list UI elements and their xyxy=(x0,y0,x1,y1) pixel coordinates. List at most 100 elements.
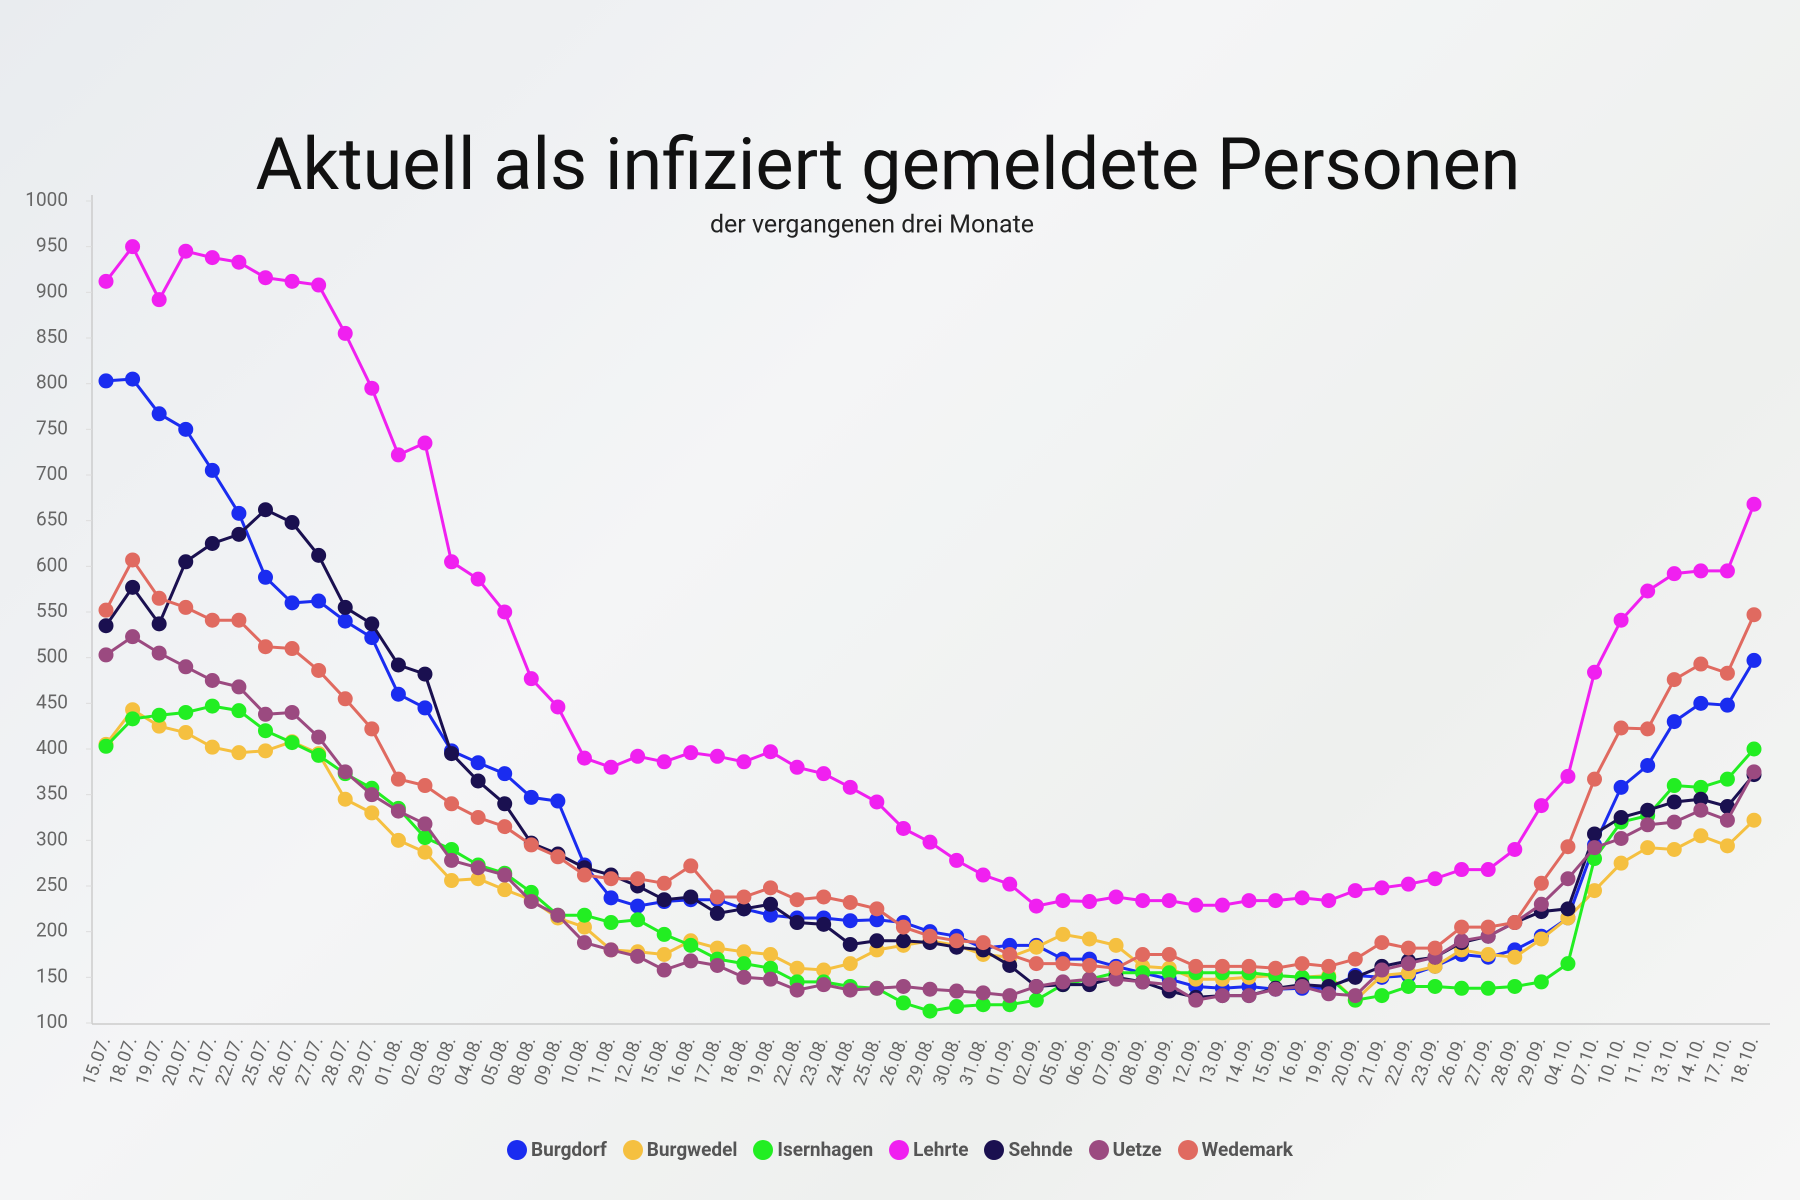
data-point xyxy=(709,905,725,921)
legend-swatch xyxy=(984,1139,1005,1160)
data-point xyxy=(922,981,938,997)
data-point xyxy=(842,894,858,910)
y-tick-label: 450 xyxy=(36,690,68,713)
data-point xyxy=(1533,798,1549,814)
data-point xyxy=(1533,896,1549,912)
data-point xyxy=(1480,947,1496,962)
data-point xyxy=(1135,974,1151,990)
data-point xyxy=(257,743,273,759)
data-point xyxy=(417,435,433,451)
data-point xyxy=(1640,840,1656,856)
data-point xyxy=(1666,672,1682,688)
data-point xyxy=(975,985,991,1001)
data-point xyxy=(1161,965,1177,981)
data-point xyxy=(284,273,300,289)
data-point xyxy=(922,1003,938,1019)
data-point xyxy=(736,956,752,972)
data-point xyxy=(1028,939,1044,955)
data-point xyxy=(1081,931,1097,947)
y-tick-label: 1000 xyxy=(25,188,68,211)
data-point xyxy=(98,738,114,754)
data-point xyxy=(1427,978,1443,994)
data-point xyxy=(151,616,167,632)
data-point xyxy=(1321,893,1337,909)
series-line xyxy=(104,704,1756,1013)
data-point xyxy=(1533,974,1549,990)
data-point xyxy=(257,569,273,585)
data-point xyxy=(364,616,380,632)
data-point xyxy=(178,704,194,720)
data-point xyxy=(1321,958,1337,974)
y-tick-label: 600 xyxy=(36,553,68,576)
data-point xyxy=(497,604,513,620)
data-point xyxy=(470,810,486,825)
data-point xyxy=(630,948,646,964)
data-point xyxy=(1640,721,1656,737)
data-point xyxy=(470,860,486,876)
data-point xyxy=(1480,980,1496,996)
data-point xyxy=(125,552,141,568)
data-point xyxy=(1719,697,1735,713)
data-point xyxy=(550,699,566,715)
data-point xyxy=(709,957,725,973)
data-point xyxy=(1268,981,1284,997)
data-point xyxy=(125,371,141,387)
data-point xyxy=(1241,958,1257,974)
data-point xyxy=(789,960,805,976)
data-point xyxy=(1560,871,1576,887)
data-point xyxy=(125,711,141,727)
data-point xyxy=(1693,802,1709,818)
data-point xyxy=(842,936,858,952)
y-tick-label: 900 xyxy=(36,279,68,302)
data-point xyxy=(1028,992,1044,1008)
data-point xyxy=(576,935,592,951)
data-point xyxy=(576,907,592,923)
data-point xyxy=(1613,810,1629,825)
data-point xyxy=(1081,971,1097,987)
data-point xyxy=(497,882,513,898)
data-point xyxy=(1533,875,1549,891)
data-point xyxy=(364,630,380,646)
data-point xyxy=(151,292,167,308)
data-point xyxy=(178,554,194,570)
data-point xyxy=(125,579,141,595)
data-point xyxy=(789,759,805,775)
data-point xyxy=(1587,664,1603,680)
data-point xyxy=(1480,862,1496,878)
data-point xyxy=(736,944,752,960)
data-point xyxy=(151,590,167,606)
data-point xyxy=(1294,956,1310,972)
data-point xyxy=(763,947,779,962)
data-point xyxy=(1400,940,1416,956)
data-point xyxy=(497,867,513,883)
data-point xyxy=(204,739,220,755)
data-point xyxy=(1719,838,1735,854)
data-point xyxy=(1507,949,1523,965)
series xyxy=(98,629,1762,1008)
data-point xyxy=(284,595,300,611)
data-point xyxy=(444,796,460,812)
data-point xyxy=(1347,969,1363,985)
data-point xyxy=(1560,901,1576,917)
data-point xyxy=(364,805,380,821)
y-tick-label: 550 xyxy=(36,599,68,622)
data-point xyxy=(1055,893,1071,909)
data-point xyxy=(1666,794,1682,810)
data-point xyxy=(1214,958,1230,974)
data-point xyxy=(1002,947,1018,962)
data-point xyxy=(311,593,327,609)
data-point xyxy=(1427,871,1443,887)
data-point xyxy=(364,787,380,803)
data-point xyxy=(257,639,273,655)
data-point xyxy=(1560,839,1576,855)
data-point xyxy=(763,896,779,912)
data-point xyxy=(683,889,699,905)
data-point xyxy=(151,406,167,422)
data-point xyxy=(550,849,566,865)
data-point xyxy=(231,612,247,628)
legend-item: Lehrte xyxy=(889,1138,968,1161)
data-point xyxy=(1028,978,1044,994)
data-point xyxy=(1161,947,1177,962)
data-point xyxy=(178,421,194,437)
